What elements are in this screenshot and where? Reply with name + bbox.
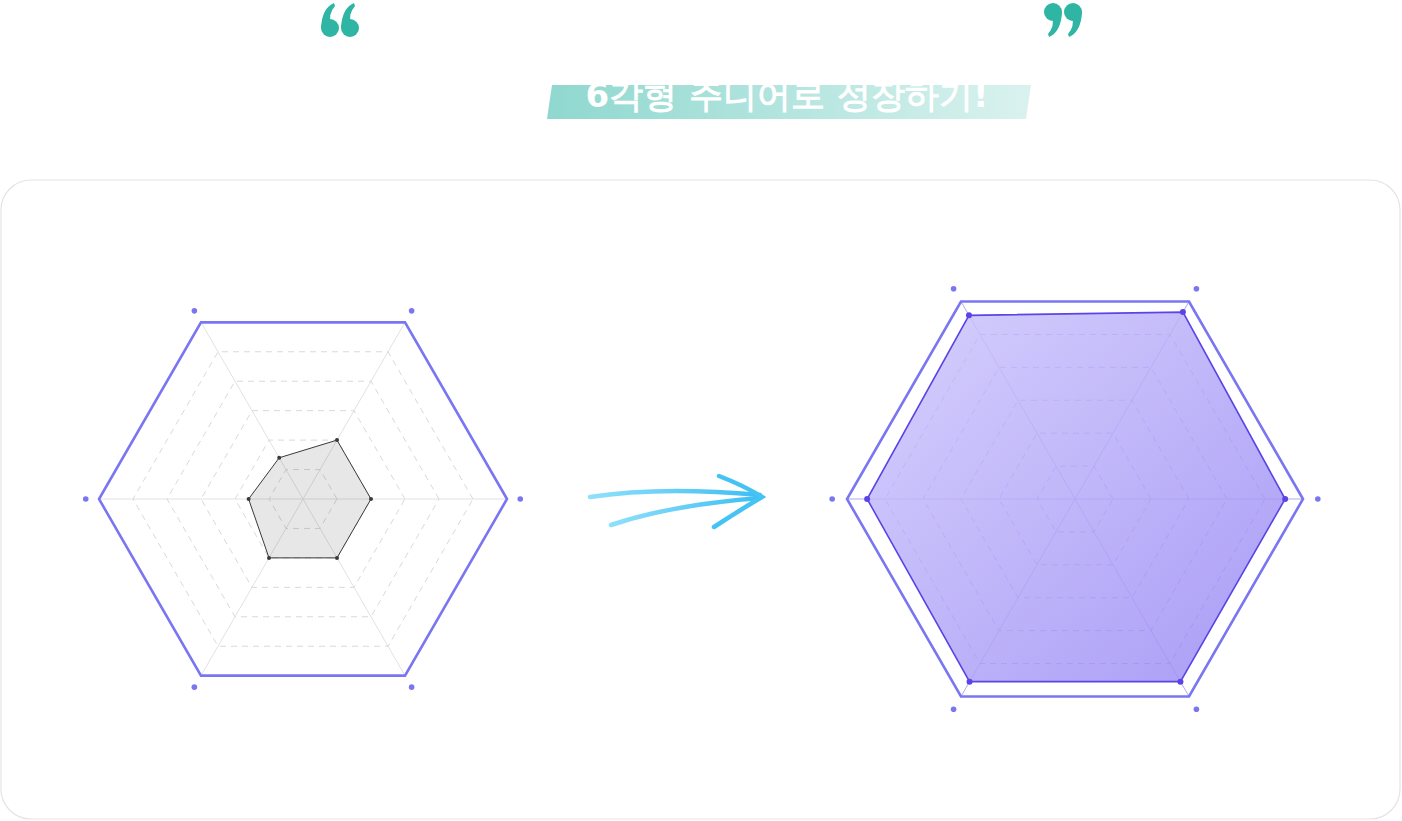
- radar-point: [967, 679, 973, 685]
- axis-end-dot: [829, 496, 835, 502]
- axis-end-dot: [517, 496, 523, 502]
- quote-tail: [321, 3, 335, 28]
- quote-mark: [321, 3, 359, 37]
- page: 6각형 주니어로 성장하기!: [0, 0, 1402, 821]
- card: [1, 180, 1400, 819]
- title: 6각형 주니어로 성장하기!: [586, 75, 989, 115]
- arrow: [590, 476, 762, 527]
- outer-ring: [847, 302, 1303, 697]
- radar-point: [864, 496, 870, 502]
- axis-end-dot: [1194, 286, 1200, 292]
- axis-end-dot: [192, 308, 198, 314]
- radar-point: [267, 556, 271, 560]
- plot-area: [864, 309, 1288, 685]
- axis-end-dot: [409, 308, 415, 314]
- radar-point: [335, 556, 339, 560]
- quote-mark: [1044, 3, 1082, 37]
- radar-point: [966, 312, 972, 318]
- plot-area: [247, 438, 373, 560]
- arrow-head: [714, 476, 762, 527]
- grid-ring: [167, 381, 439, 617]
- grid-ring: [133, 352, 473, 646]
- axis-end-dot: [1315, 496, 1321, 502]
- radar-chart: [829, 286, 1320, 712]
- outer-ring: [99, 322, 507, 675]
- radar-point: [277, 456, 281, 460]
- grid-ring: [235, 440, 371, 558]
- radar-point: [1180, 309, 1186, 315]
- radar-point: [1177, 679, 1183, 685]
- radar-point: [1282, 496, 1288, 502]
- grid-ring: [201, 411, 405, 588]
- quote-tail: [341, 3, 355, 28]
- axis-end-dot: [951, 706, 957, 712]
- radar-point: [247, 497, 251, 501]
- arrow-stroke: [590, 491, 760, 497]
- axis-end-dot: [1194, 706, 1200, 712]
- axis-end-dot: [409, 684, 415, 690]
- radar-chart: [83, 308, 523, 690]
- radar-point: [369, 497, 373, 501]
- radar-point: [335, 438, 339, 442]
- axis-end-dot: [192, 684, 198, 690]
- radar-area: [249, 440, 371, 558]
- quote-tail: [1048, 12, 1062, 37]
- axis-end-dot: [83, 496, 89, 502]
- radar-area: [867, 312, 1285, 682]
- axis-end-dot: [951, 286, 957, 292]
- quote-tail: [1068, 12, 1082, 37]
